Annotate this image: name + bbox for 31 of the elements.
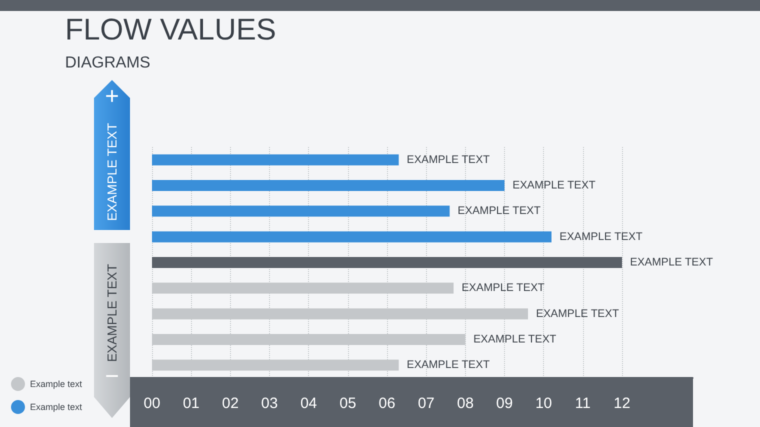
data-label: EXAMPLE TEXT: [473, 334, 557, 346]
data-label: EXAMPLE TEXT: [536, 308, 620, 320]
x-tick-label: 06: [378, 395, 396, 412]
bar: [152, 231, 552, 242]
bar: [152, 154, 399, 166]
x-tick-label: 11: [575, 395, 591, 412]
x-tick-label: 01: [182, 395, 200, 412]
bar: [152, 257, 622, 268]
x-tick-label: 12: [614, 395, 630, 412]
x-tick-label: 07: [418, 395, 435, 412]
data-label: EXAMPLE TEXT: [560, 230, 643, 243]
chart-title: FLOW VALUES: [65, 14, 276, 46]
x-tick-label: 04: [300, 395, 318, 412]
x-tick-label: 05: [339, 395, 356, 412]
x-tick-label: 08: [456, 395, 474, 412]
data-label: EXAMPLE TEXT: [458, 205, 541, 218]
data-label: EXAMPLE TEXT: [406, 154, 490, 166]
chart-subtitle: DIAGRAMS: [65, 54, 150, 72]
x-tick-label: 02: [222, 395, 239, 412]
legend-label: Example text: [30, 379, 83, 389]
x-tick-label: 00: [144, 395, 160, 412]
x-tick-label: 03: [261, 395, 278, 412]
bar: [152, 206, 450, 217]
x-tick-label: 10: [535, 395, 552, 412]
data-label: EXAMPLE TEXT: [630, 256, 714, 268]
x-tick-label: 09: [496, 395, 513, 412]
data-label: EXAMPLE TEXT: [462, 282, 545, 294]
bar: [152, 180, 504, 191]
legend-label: Example text: [30, 402, 83, 412]
data-label: EXAMPLE TEXT: [512, 180, 596, 192]
data-label: EXAMPLE TEXT: [406, 359, 490, 372]
